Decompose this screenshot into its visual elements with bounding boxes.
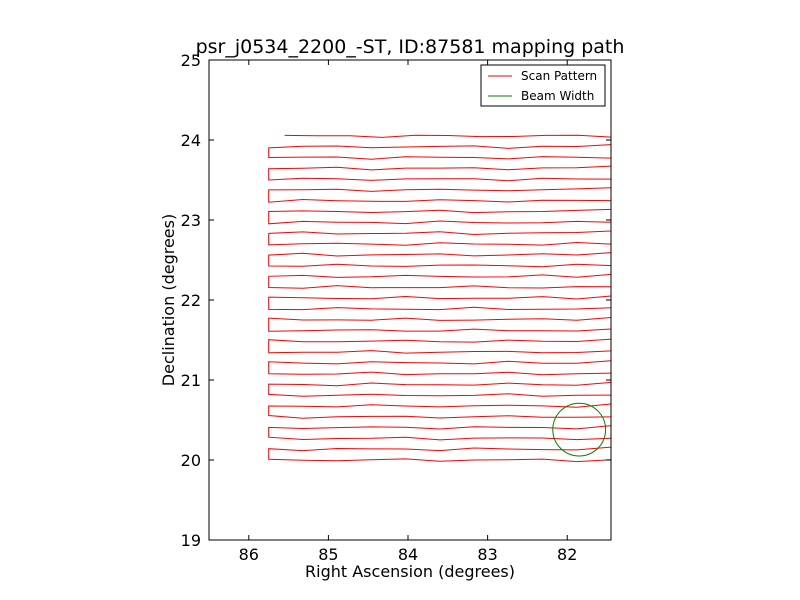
x-tick-label: 86 — [239, 545, 259, 564]
y-tick-label: 23 — [181, 211, 201, 230]
y-tick-label: 22 — [181, 291, 201, 310]
legend: Scan Pattern Beam Width — [480, 64, 606, 107]
y-tick-label: 20 — [181, 451, 201, 470]
x-tick-label: 83 — [477, 545, 497, 564]
x-axis-label: Right Ascension (degrees) — [305, 562, 515, 581]
legend-label-beam-width: Beam Width — [521, 89, 594, 103]
y-tick-label: 25 — [181, 51, 201, 70]
scan-pattern-line — [268, 134, 611, 463]
axis-ticks: 86 85 84 83 82 19 20 21 22 23 24 25 — [181, 51, 611, 564]
y-tick-label: 19 — [181, 531, 201, 550]
chart-title: psr_j0534_2200_-ST, ID:87581 mapping pat… — [196, 36, 625, 58]
y-tick-label: 24 — [181, 131, 201, 150]
plot-area — [268, 134, 611, 463]
y-tick-label: 21 — [181, 371, 201, 390]
beam-width-circle — [552, 402, 607, 457]
x-tick-label: 85 — [318, 545, 338, 564]
legend-box — [480, 64, 606, 107]
x-tick-label: 84 — [398, 545, 418, 564]
legend-label-scan-pattern: Scan Pattern — [521, 69, 597, 83]
x-tick-label: 82 — [557, 545, 577, 564]
y-axis-label: Declination (degrees) — [159, 214, 178, 386]
plot-frame — [208, 59, 612, 541]
